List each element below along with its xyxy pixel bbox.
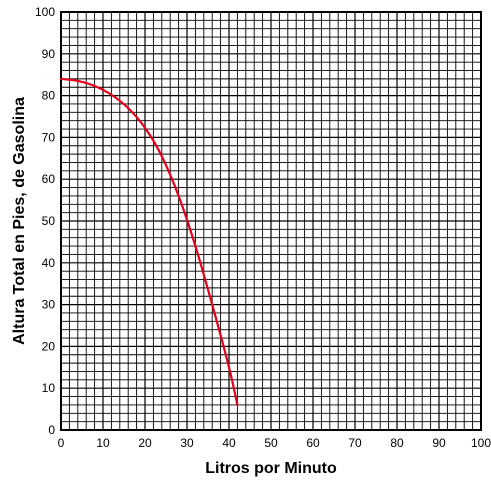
x-tick-label: 20 — [138, 436, 152, 450]
y-tick-label: 30 — [42, 298, 56, 312]
y-tick-label: 80 — [42, 89, 56, 103]
y-tick-label: 50 — [42, 214, 56, 228]
y-tick-label: 10 — [42, 381, 56, 395]
major-grid — [61, 12, 481, 430]
y-tick-label: 0 — [48, 423, 55, 437]
x-tick-label: 30 — [180, 436, 194, 450]
y-axis-title: Altura Total en Pies, de Gasolina — [11, 97, 28, 345]
x-tick-label: 60 — [306, 436, 320, 450]
y-tick-label: 100 — [35, 5, 55, 19]
x-tick-label: 100 — [471, 436, 491, 450]
series-line — [59, 77, 239, 407]
x-tick-label: 70 — [348, 436, 362, 450]
x-tick-label: 50 — [264, 436, 278, 450]
plot-frame — [60, 11, 482, 431]
y-tick-label: 60 — [42, 172, 56, 186]
y-tick-label: 70 — [42, 130, 56, 144]
x-tick-label: 40 — [222, 436, 236, 450]
x-axis-title: Litros por Minuto — [205, 460, 337, 477]
y-tick-label: 20 — [42, 339, 56, 353]
series-layer — [59, 77, 239, 407]
x-axis-ticks: 0 10 20 30 40 50 60 70 80 90 100 — [58, 436, 491, 450]
y-tick-label: 40 — [42, 256, 56, 270]
x-tick-label: 0 — [58, 436, 65, 450]
y-tick-label: 90 — [42, 47, 56, 61]
x-tick-label: 80 — [390, 436, 404, 450]
x-tick-label: 10 — [96, 436, 110, 450]
y-axis-ticks: 0 10 20 30 40 50 60 70 80 90 100 — [35, 5, 55, 437]
x-tick-label: 90 — [432, 436, 446, 450]
